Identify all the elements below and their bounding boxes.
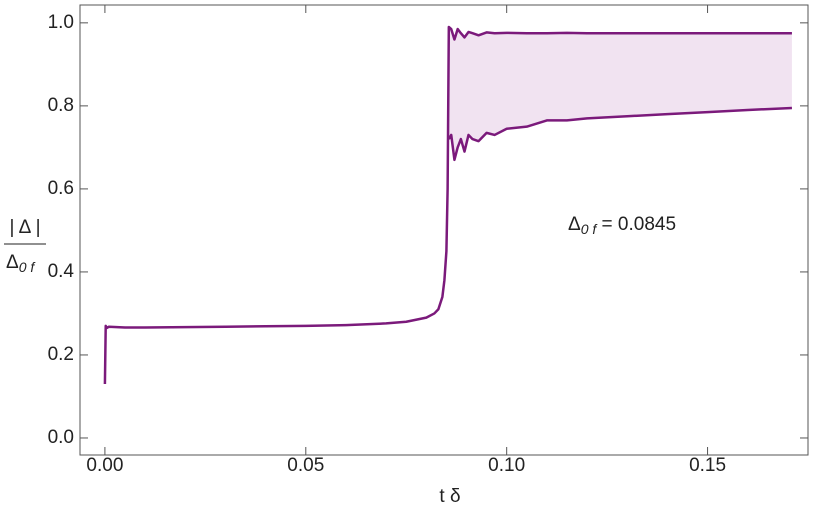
y-tick-label: 1.0 [48, 12, 74, 33]
y-tick-label: 0.6 [48, 178, 74, 199]
y-label-numerator: | Δ | [9, 217, 40, 238]
y-label-delta: Δ [6, 252, 19, 273]
x-tick-label: 0.10 [488, 455, 525, 476]
series-line [103, 25, 792, 385]
x-tick-label: 0.05 [287, 455, 324, 476]
annotation-delta: Δ [568, 214, 581, 235]
y-label-denominator: Δ0 f [6, 252, 36, 275]
annotation: Δ0 f = 0.0845 [568, 214, 676, 237]
x-tick-label: 0.15 [689, 455, 726, 476]
y-tick-label: 0.0 [48, 427, 74, 448]
y-label-sub: 0 f [19, 259, 37, 275]
y-tick-label: 0.8 [48, 95, 74, 116]
annotation-rest: = 0.0845 [596, 214, 676, 235]
x-tick-label: 0.00 [86, 455, 123, 476]
annotation-sub: 0 f [581, 221, 599, 237]
series-line [447, 106, 792, 162]
band [448, 27, 792, 160]
y-tick-label: 0.4 [48, 261, 75, 282]
y-tick-label: 0.2 [48, 344, 74, 365]
frame [79, 4, 809, 456]
x-axis-label: t δ [439, 486, 460, 507]
